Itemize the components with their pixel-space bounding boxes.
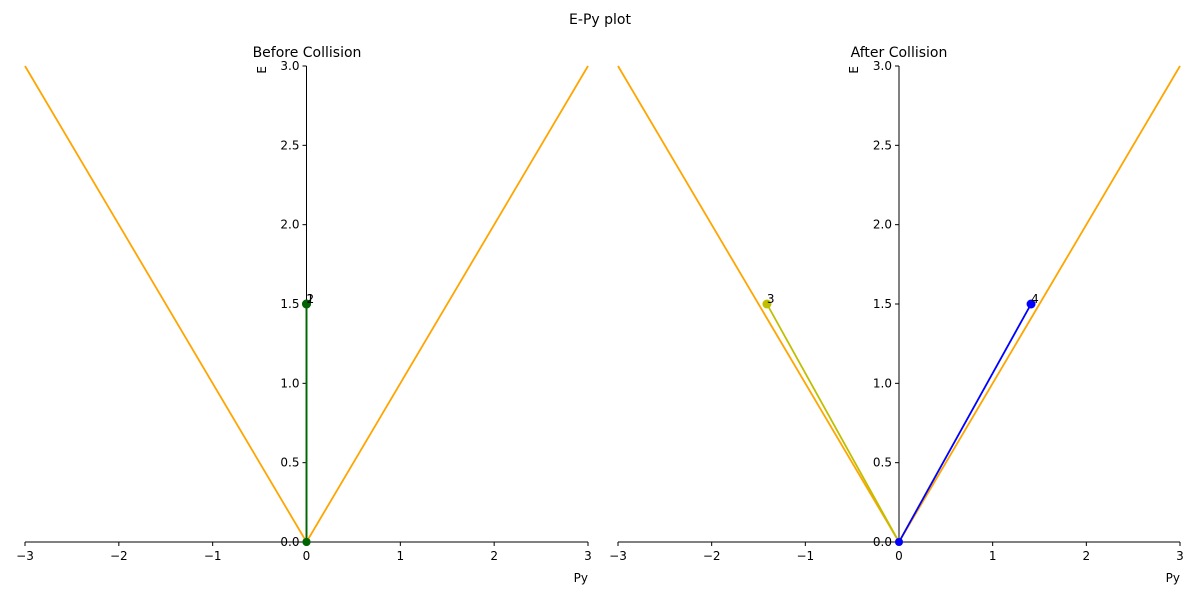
vector-line-4 xyxy=(898,303,1032,543)
x-tick-label: 1 xyxy=(989,549,997,563)
x-tick-label: −3 xyxy=(16,549,34,563)
y-tick-label: 1.5 xyxy=(873,297,892,311)
x-axis-label: Py xyxy=(1166,571,1180,585)
y-axis-label: E xyxy=(847,66,861,74)
vector-label-4: 4 xyxy=(1031,292,1039,306)
panel-title: Before Collision xyxy=(253,45,362,61)
vector-label-1: 1 xyxy=(307,292,315,306)
vector-point-2 xyxy=(302,299,311,309)
vector-label-2: 2 xyxy=(307,292,315,306)
plot-area: −3 −2 −1 0 1 2 30.00.51.01.52.02.53.012 xyxy=(16,59,592,563)
x-tick-label: 2 xyxy=(1083,549,1091,563)
light-cone-line-1 xyxy=(617,65,900,543)
before-collision-panel: Before Collision Py E −3 −2 −1 0 1 2 30.00.51.… xyxy=(16,45,592,585)
x-tick-label: 0 xyxy=(895,549,903,563)
light-cone-line-2 xyxy=(305,65,589,543)
figure-title: E-Py plot xyxy=(569,12,631,28)
vector-point-3 xyxy=(762,299,772,309)
plot-area: −3 −2 −1 0 1 2 3 0.0 0.5 1.0 1.5 2.0 2.5 3.0 3 4 xyxy=(609,59,1184,563)
after-collision-panel: After Collision Py E −3 −2 −1 0 1 2 3 0.0 0.5 1.0… xyxy=(609,45,1184,585)
y-tick-label: 1.5 xyxy=(280,297,299,311)
vector-label-3: 3 xyxy=(767,292,775,306)
x-axis-label: Py xyxy=(574,571,588,585)
x-tick-label: 3 xyxy=(584,549,592,563)
vector-origin-point-4 xyxy=(895,538,903,546)
y-tick-label: 0.5 xyxy=(873,456,892,470)
x-tick-label: −2 xyxy=(110,549,128,563)
y-tick-label: 0.0 xyxy=(873,535,892,549)
y-tick-label: 3.0 xyxy=(280,59,299,73)
y-tick-label: 2.5 xyxy=(280,138,299,152)
x-tick-label: 0 xyxy=(303,549,311,563)
vector-line-3 xyxy=(766,303,900,543)
light-cone-line-1 xyxy=(24,65,308,543)
y-tick-label: 3.0 xyxy=(873,59,892,73)
vector-origin-point-2 xyxy=(302,538,311,546)
x-tick-label: −2 xyxy=(703,549,721,563)
x-tick-label: 2 xyxy=(490,549,498,563)
y-tick-label: 2.5 xyxy=(873,138,892,152)
x-tick-label: −1 xyxy=(796,549,814,563)
y-axis-label: E xyxy=(255,66,269,74)
y-tick-label: 2.0 xyxy=(280,218,299,232)
y-tick-label: 1.0 xyxy=(873,376,892,390)
y-tick-label: 2.0 xyxy=(873,218,892,232)
y-tick-label: 0.5 xyxy=(280,456,299,470)
light-cone-line-2 xyxy=(898,65,1181,543)
x-tick-label: −3 xyxy=(609,549,627,563)
y-tick-label: 0.0 xyxy=(280,535,299,549)
x-tick-label: 3 xyxy=(1176,549,1184,563)
y-tick-label: 1.0 xyxy=(280,376,299,390)
x-tick-label: 1 xyxy=(397,549,405,563)
vector-point-4 xyxy=(1026,299,1036,309)
x-tick-label: −1 xyxy=(204,549,222,563)
panel-title: After Collision xyxy=(851,45,948,61)
